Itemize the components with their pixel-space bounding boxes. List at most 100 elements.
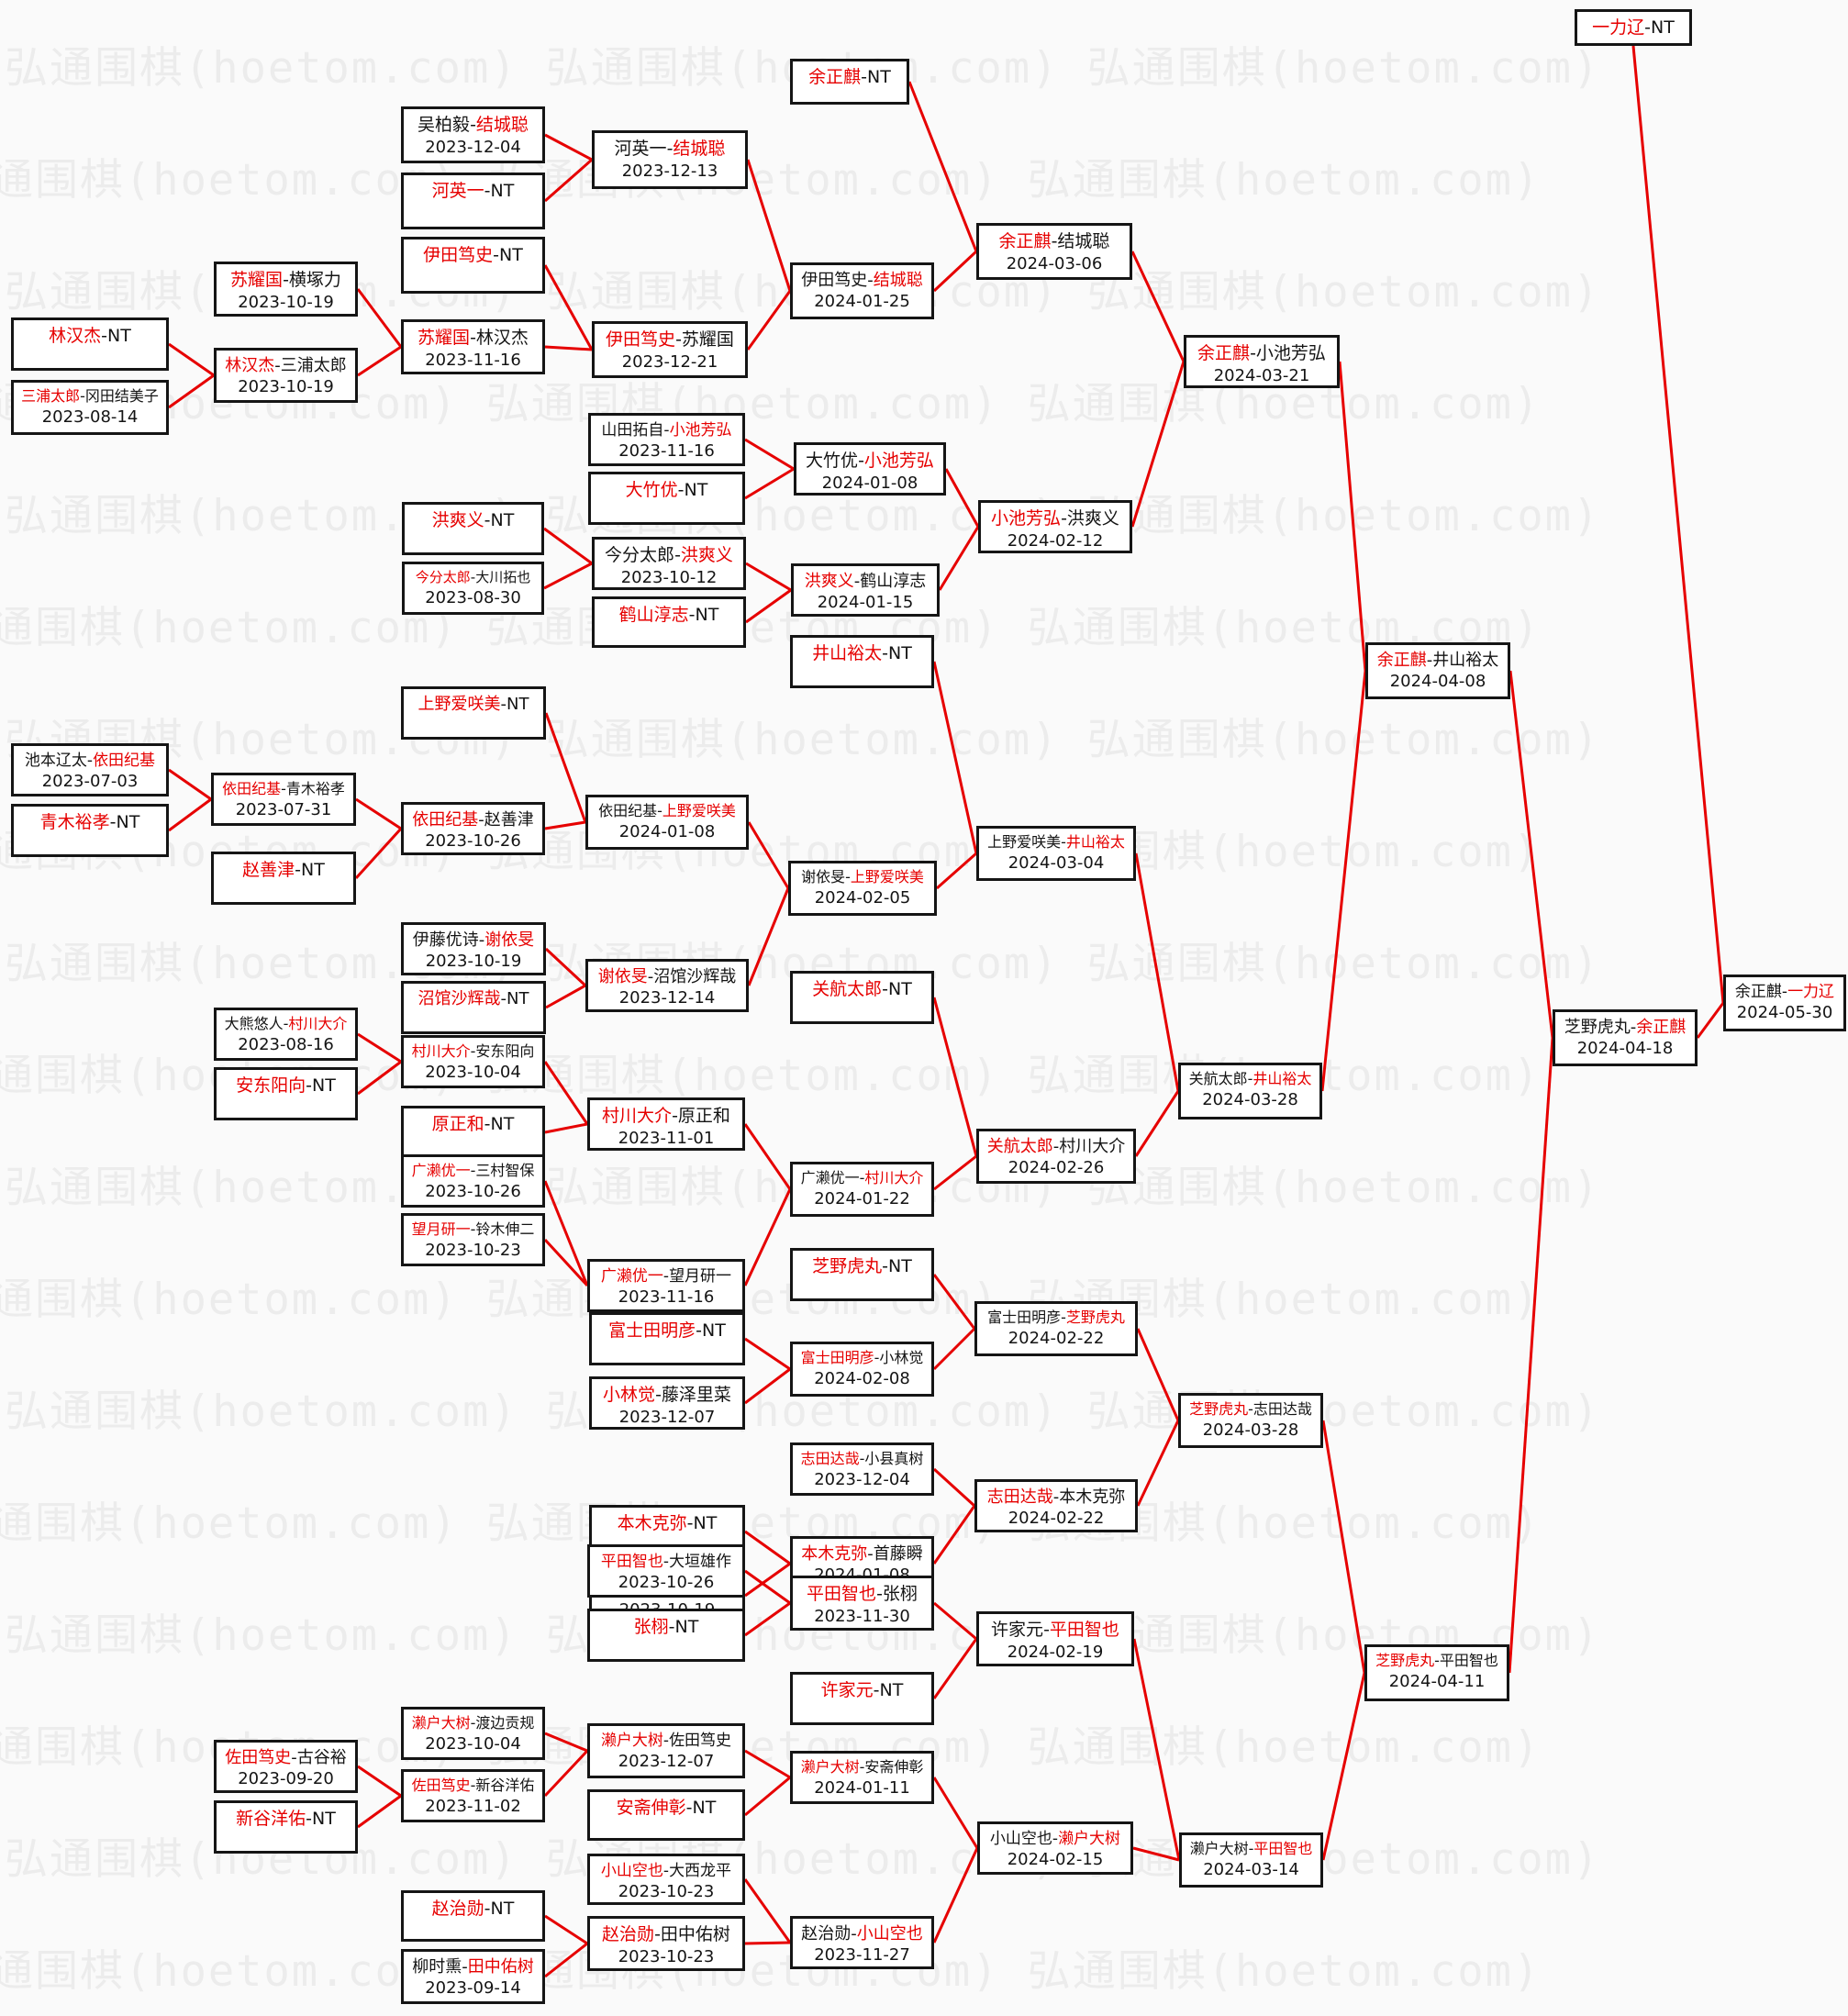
watermark-text: 弘通围棋(hoetom.com) 弘通围棋(hoetom.com) 弘通围棋(h…: [5, 491, 1601, 541]
vs-dash: -: [686, 1513, 694, 1533]
player1-name: 富士田明彦: [800, 1349, 874, 1366]
match-players: 林汉杰-NT: [49, 325, 131, 348]
match-box-hong_nt: 洪爽义-NT: [402, 502, 544, 555]
match-box-mitsu_oka: 三浦太郎-冈田结美子 2023-08-14: [11, 380, 169, 435]
connector-line: [744, 1749, 791, 1779]
connector-line: [1130, 251, 1186, 362]
match-players: 依田纪基-赵善津: [412, 809, 534, 830]
player1-name: 谢依旻: [801, 868, 846, 885]
match-box-hirose_mura: 广濑优一-村川大介 2024-01-22: [790, 1162, 934, 1217]
connector-line: [543, 1180, 589, 1286]
match-box-su_heng: 苏耀国-横塚力 2023-10-19: [214, 262, 358, 317]
match-date: 2023-12-07: [618, 1752, 715, 1772]
player1-name: 伊田笃史: [423, 245, 494, 265]
player2-name: 望月研一: [669, 1267, 732, 1286]
match-players: 林汉杰-三浦太郎: [225, 355, 347, 376]
match-box-hirose_mochi: 广濑优一-望月研一 2023-11-16: [587, 1259, 745, 1312]
vs-dash: -: [882, 979, 889, 999]
vs-dash: -: [470, 1042, 476, 1060]
match-players: 今分太郎-大川拓也: [416, 569, 530, 587]
vs-dash: -: [462, 1957, 468, 1977]
player1-name: 余正麒: [808, 67, 862, 87]
player1-name: 上野爱咲美: [987, 833, 1062, 851]
vs-dash: -: [478, 930, 485, 950]
vs-dash: -: [662, 1862, 670, 1880]
match-box-ando_nt: 安东阳向-NT: [214, 1067, 358, 1120]
player2-name: 村川大介: [1059, 1137, 1126, 1156]
player1-name: 富士田明彦: [608, 1320, 696, 1341]
connector-line: [938, 526, 980, 591]
player2-name: NT: [507, 989, 529, 1008]
match-box-yu_koike: 余正麒-小池芳弘 2024-03-21: [1184, 335, 1340, 388]
connector-line: [357, 1060, 402, 1096]
match-date: 2024-02-26: [1007, 1158, 1105, 1178]
vs-dash: -: [672, 1106, 678, 1126]
match-players: 关航太郎-NT: [812, 978, 912, 1001]
player2-name: 结城聪: [673, 139, 726, 159]
match-players: 伊田笃史-苏耀国: [606, 329, 734, 351]
player1-name: 大竹优: [806, 451, 859, 471]
match-box-ida_nt: 伊田笃史-NT: [401, 237, 545, 294]
match-box-cho_koyama: 赵治勋-小山空也 2023-11-27: [790, 1916, 934, 1969]
vs-dash: -: [283, 1015, 289, 1032]
connector-line: [168, 797, 212, 832]
match-box-koyama_seto: 小山空也-濑户大树 2024-02-15: [977, 1821, 1133, 1875]
vs-dash: -: [470, 328, 476, 348]
vs-dash: -: [662, 1732, 670, 1750]
match-box-xie_ueno: 谢依旻-上野爱咲美 2024-02-05: [788, 861, 937, 916]
connector-line: [1508, 1037, 1554, 1674]
connector-line: [1136, 1328, 1180, 1421]
player1-name: 安斋伸彰: [616, 1798, 686, 1818]
connector-line: [544, 1732, 588, 1753]
player1-name: 余正麒: [1734, 983, 1782, 1001]
match-date: 2023-10-23: [618, 1946, 715, 1966]
player2-name: 田中佑树: [467, 1957, 534, 1977]
match-box-koike_hong: 小池芳弘-洪爽义 2024-02-12: [978, 500, 1132, 553]
vs-dash: -: [470, 1777, 476, 1794]
match-date: 2023-10-19: [238, 292, 334, 312]
player1-name: 志田达哉: [986, 1487, 1053, 1507]
player2-name: 平田智也: [1439, 1652, 1498, 1669]
match-date: 2023-11-16: [618, 441, 715, 462]
player2-name: 结城聪: [873, 271, 923, 290]
vs-dash: -: [1052, 1830, 1059, 1848]
match-date: 2023-11-02: [425, 1796, 521, 1816]
vs-dash: -: [101, 326, 108, 346]
player1-name: 依田纪基: [598, 802, 658, 819]
match-players: 安斋伸彰-NT: [617, 1797, 717, 1820]
player1-name: 大竹优: [625, 480, 678, 500]
vs-dash: -: [283, 270, 289, 290]
match-date: 2024-04-11: [1388, 1671, 1486, 1691]
match-players: 伊田笃史-结城聪: [801, 270, 923, 291]
connector-line: [932, 1274, 976, 1330]
match-players: 芝野虎丸-NT: [812, 1255, 912, 1278]
match-players: 望月研一-铃木伸二: [412, 1220, 535, 1240]
connector-line: [1136, 1420, 1180, 1507]
connector-line: [746, 290, 792, 351]
match-players: 余正麒-小池芳弘: [1197, 342, 1326, 365]
match-date: 2023-08-16: [238, 1034, 334, 1054]
player2-name: 张栩: [882, 1584, 918, 1604]
match-date: 2023-10-23: [618, 1882, 715, 1902]
connector-line: [354, 827, 403, 880]
match-players: 大竹优-小池芳弘: [806, 450, 934, 473]
match-date: 2024-01-15: [817, 593, 914, 613]
vs-dash: -: [666, 139, 674, 159]
player1-name: 赵善津: [242, 860, 295, 880]
player1-name: 伊藤优诗: [412, 930, 479, 950]
vs-dash: -: [484, 510, 491, 530]
player2-name: 濑户大树: [1058, 1830, 1121, 1848]
vs-dash: -: [859, 1450, 865, 1467]
vs-dash: -: [845, 868, 851, 885]
player1-name: 林汉杰: [49, 326, 102, 346]
player2-name: 渡边贡规: [475, 1714, 535, 1732]
match-box-iyama_nt: 井山裕太-NT: [790, 635, 934, 688]
match-date: 2024-03-28: [1202, 1089, 1298, 1109]
vs-dash: -: [1434, 1652, 1440, 1669]
vs-dash: -: [882, 1256, 889, 1276]
player2-name: 苏耀国: [681, 329, 734, 350]
match-box-yu_jie: 余正麒-结城聪 2024-03-06: [976, 223, 1132, 280]
match-box-cho_nt: 张栩-NT: [587, 1609, 745, 1662]
